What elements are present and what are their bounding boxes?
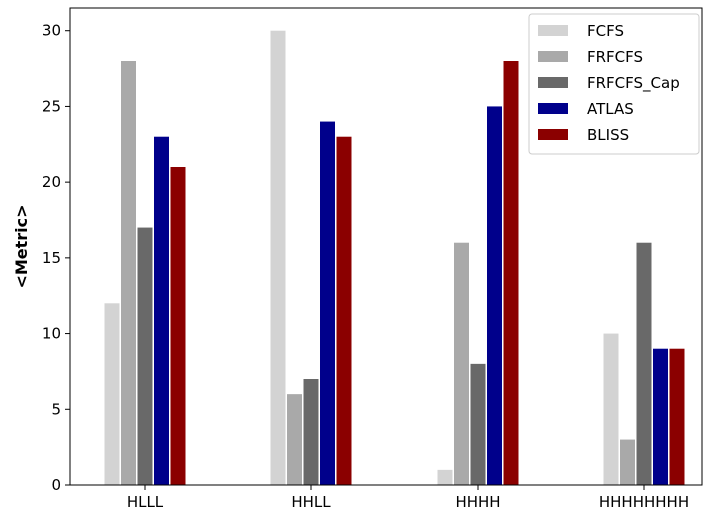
y-tick-label: 20 [42,173,61,191]
bar-fcfs-hhhh [437,469,453,485]
legend-swatch-bliss [538,129,568,140]
bar-fcfs-hlll [104,303,120,485]
legend-box [528,13,700,155]
y-tick-label: 0 [51,476,61,494]
legend-label-frfcfs-cap: FRFCFS_Cap [587,74,680,93]
y-tick-label: 25 [42,97,61,115]
legend-swatch-frfcfs [538,51,568,62]
plot-frame [69,7,703,486]
legend-label-atlas: ATLAS [587,100,634,118]
y-axis-label: <Metric> [12,204,31,288]
bar-frfcfs-hlll [121,61,136,485]
x-axis: HLLL HHLL HHHH HHHHHHHH [127,485,689,511]
bar-atlas-hlll [154,136,169,485]
bar-bliss-hlll [170,167,186,485]
bar-frfcfs-cap-hhhh [470,363,486,485]
x-tick-label: HHHH [455,493,500,511]
legend-label-bliss: BLISS [587,126,629,144]
legend: FCFS FRFCFS FRFCFS_Cap ATLAS BLISS [528,13,700,155]
bar-frfcfs-hhhhhhhh [620,439,635,485]
x-tick-label: HHHHHHHH [599,493,689,511]
legend-label-frfcfs: FRFCFS [587,48,643,66]
bar-frfcfs-hhll [287,394,302,485]
bar-frfcfs-cap-hlll [137,227,153,485]
x-tick-label: HLLL [127,493,164,511]
legend-swatch-frfcfs-cap [538,77,568,88]
bar-atlas-hhll [320,121,335,485]
bar-fcfs-hhhhhhhh [603,333,619,485]
x-tick-label: HHLL [291,493,331,511]
bars-layer [104,30,685,486]
bar-bliss-hhhh [503,61,519,485]
bar-atlas-hhhhhhhh [653,348,668,485]
bar-frfcfs-hhhh [454,242,469,485]
y-tick-label: 5 [51,400,61,418]
bar-fcfs-hhll [270,30,286,486]
legend-swatch-atlas [538,103,568,114]
bar-frfcfs-cap-hhhhhhhh [636,242,652,485]
bar-bliss-hhhhhhhh [669,348,685,485]
bar-bliss-hhll [336,136,352,485]
bar-frfcfs-cap-hhll [303,379,319,485]
y-tick-label: 15 [42,249,61,267]
y-axis: 0 5 10 15 20 25 30 [42,22,70,494]
legend-swatch-fcfs [538,25,568,36]
y-tick-label: 10 [42,325,61,343]
bar-atlas-hhhh [487,106,502,486]
y-tick-label: 30 [42,22,61,40]
legend-label-fcfs: FCFS [587,22,624,40]
